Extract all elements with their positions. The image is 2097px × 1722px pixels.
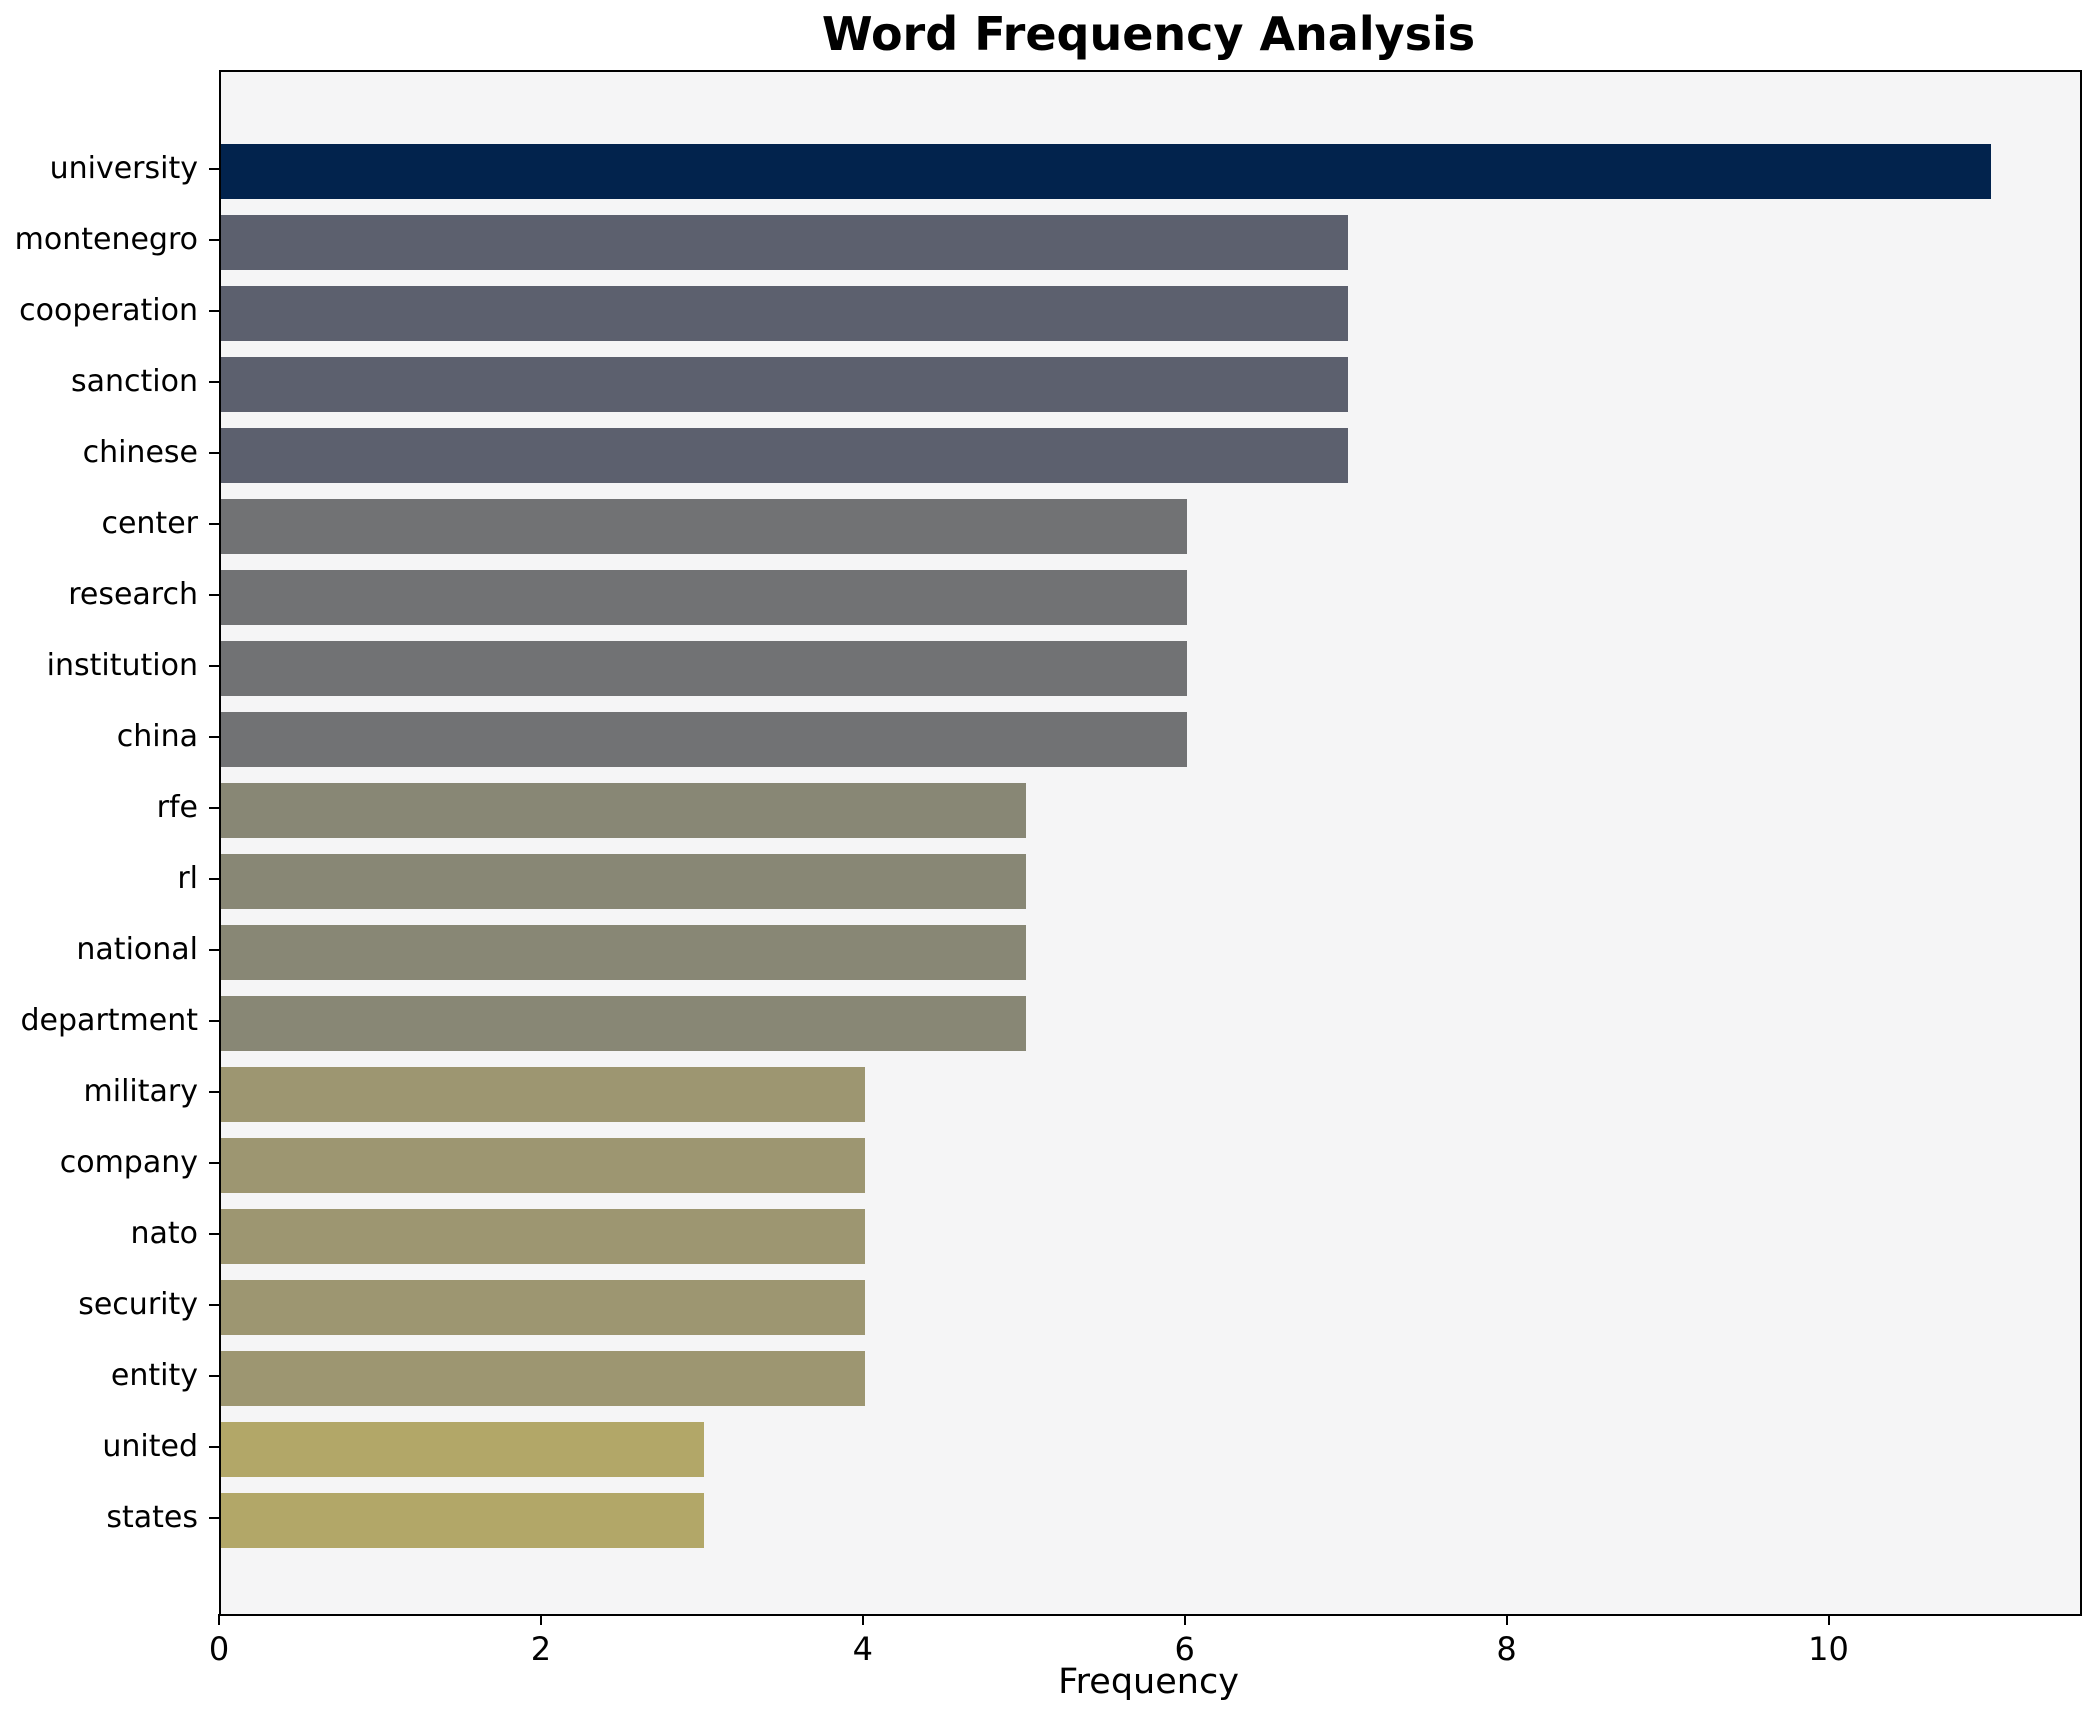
- y-tick-label-nato: nato: [130, 1216, 198, 1251]
- y-tick-label-montenegro: montenegro: [14, 222, 198, 257]
- y-tick-label-rfe: rfe: [156, 790, 198, 825]
- y-tick-mark: [209, 168, 219, 170]
- x-tick-mark: [1827, 1614, 1830, 1625]
- x-tick-label-0: 0: [208, 1630, 230, 1668]
- bar-national: [221, 924, 1026, 980]
- y-tick-label-entity: entity: [110, 1358, 198, 1393]
- y-tick-mark: [209, 310, 219, 312]
- y-tick-mark: [209, 1020, 219, 1022]
- y-tick-label-department: department: [20, 1003, 198, 1038]
- y-tick-mark: [209, 878, 219, 880]
- bar-rfe: [221, 782, 1026, 838]
- y-tick-mark: [209, 1091, 219, 1093]
- y-tick-mark: [209, 1517, 219, 1519]
- y-tick-mark: [209, 239, 219, 241]
- y-tick-mark: [209, 381, 219, 383]
- bar-rl: [221, 853, 1026, 909]
- y-tick-label-military: military: [83, 1074, 198, 1109]
- bar-china: [221, 711, 1187, 767]
- y-tick-label-chinese: chinese: [82, 435, 198, 470]
- x-tick-mark: [218, 1614, 220, 1625]
- bar-military: [221, 1066, 865, 1122]
- y-tick-label-cooperation: cooperation: [19, 293, 198, 328]
- y-tick-label-institution: institution: [46, 648, 198, 683]
- y-tick-mark: [209, 523, 219, 525]
- bar-sanction: [221, 356, 1348, 412]
- y-tick-label-center: center: [101, 506, 198, 541]
- y-tick-mark: [209, 1233, 219, 1235]
- x-axis-label: Frequency: [1058, 1662, 1239, 1702]
- x-tick-label-6: 6: [1174, 1630, 1195, 1668]
- y-tick-label-rl: rl: [177, 861, 198, 896]
- y-tick-mark: [209, 1304, 219, 1306]
- y-tick-label-states: states: [106, 1500, 198, 1535]
- y-tick-mark: [209, 736, 219, 738]
- y-tick-label-national: national: [76, 932, 198, 967]
- y-tick-mark: [209, 1446, 219, 1448]
- x-tick-mark: [1505, 1614, 1508, 1625]
- y-tick-mark: [209, 452, 219, 454]
- y-tick-mark: [209, 594, 219, 596]
- x-tick-label-2: 2: [530, 1630, 552, 1668]
- y-tick-label-united: united: [102, 1429, 198, 1464]
- chart-title: Word Frequency Analysis: [821, 7, 1476, 61]
- y-tick-label-university: university: [49, 151, 198, 186]
- bar-department: [221, 995, 1026, 1051]
- y-tick-mark: [209, 949, 219, 951]
- bar-chinese: [221, 427, 1348, 483]
- x-tick-mark: [539, 1614, 542, 1625]
- bar-institution: [221, 640, 1187, 696]
- bar-security: [221, 1279, 865, 1335]
- y-tick-mark: [209, 1375, 219, 1377]
- y-tick-mark: [209, 665, 219, 667]
- bar-center: [221, 498, 1187, 554]
- y-tick-label-sanction: sanction: [71, 364, 198, 399]
- bar-montenegro: [221, 214, 1348, 270]
- bar-research: [221, 569, 1187, 625]
- bar-entity: [221, 1350, 865, 1406]
- bar-nato: [221, 1208, 865, 1264]
- bar-cooperation: [221, 285, 1348, 341]
- y-tick-label-security: security: [78, 1287, 198, 1322]
- bar-united: [221, 1421, 704, 1477]
- x-tick-label-10: 10: [1808, 1630, 1849, 1668]
- y-tick-label-research: research: [68, 577, 198, 612]
- bar-company: [221, 1137, 865, 1193]
- bar-states: [221, 1492, 704, 1548]
- plot-area: [219, 70, 2082, 1616]
- y-tick-label-company: company: [59, 1145, 198, 1180]
- y-tick-mark: [209, 807, 219, 809]
- x-tick-label-8: 8: [1496, 1630, 1517, 1668]
- bar-university: [221, 143, 1992, 199]
- y-tick-mark: [209, 1162, 219, 1164]
- x-tick-mark: [1183, 1614, 1186, 1625]
- x-tick-label-4: 4: [852, 1630, 873, 1668]
- x-tick-mark: [861, 1614, 864, 1625]
- y-tick-label-china: china: [116, 719, 198, 754]
